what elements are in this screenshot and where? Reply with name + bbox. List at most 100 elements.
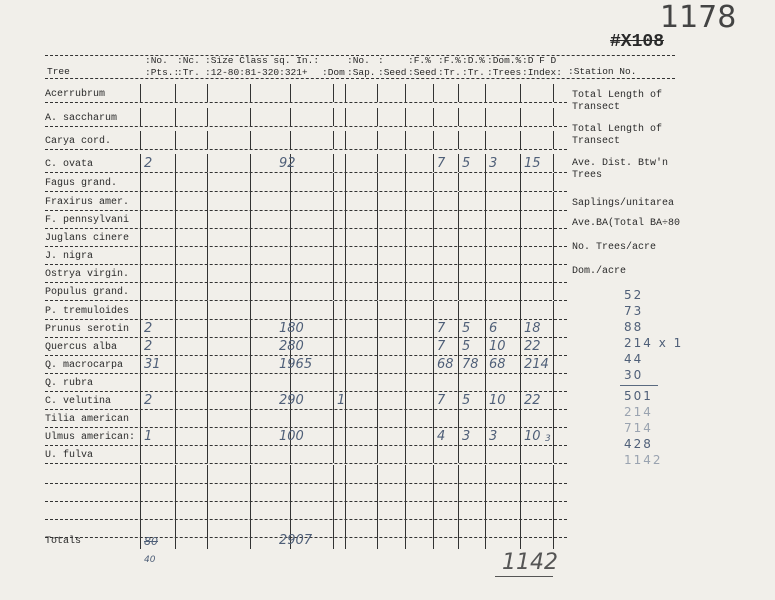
tree-species-label: C. velutina [45,396,112,407]
cell [207,192,251,210]
cell [433,531,459,549]
cell: 180 [279,319,334,337]
cell [333,373,346,391]
cell [433,501,459,519]
cell [333,84,346,102]
cell [405,465,434,483]
value-d-tr: 5 [462,321,471,336]
cell [405,210,434,228]
tree-species-label: Ostrya virgin. [45,269,130,280]
page-number-annotation: 1178 [660,0,737,35]
cell [553,246,568,264]
table-row: Juglans cinere [45,228,567,247]
cell [553,264,568,282]
cell [207,246,251,264]
cell: 10 [485,337,521,355]
cell [553,373,568,391]
cell [405,264,434,282]
column-header-7-line2: :Tr. [438,67,461,78]
cell [553,228,568,246]
cell [377,519,406,537]
cell [405,409,434,427]
cell [140,264,176,282]
cell [207,355,251,373]
cell: 22 [520,337,554,355]
cell [333,173,346,191]
cell [140,210,176,228]
cell [377,192,406,210]
cell [553,465,568,483]
cell [207,427,251,445]
value-size: 92 [279,156,296,171]
cell [377,373,406,391]
column-header-2-line2: :12-80:81-320:321+ [205,67,308,78]
cell [250,355,291,373]
tree-species-label: Fagus grand. [45,178,118,189]
cell [175,210,208,228]
value-extra: 3 [545,434,551,444]
cell [175,501,208,519]
cell: 2 [140,154,176,172]
cell [250,246,291,264]
cell: 1965 [279,355,334,373]
station-note: Total Length of Transect [572,90,663,113]
cell [175,173,208,191]
cell [140,131,176,149]
cell: 7 [433,319,459,337]
cell [333,483,346,501]
cell [345,228,378,246]
cell [405,445,434,463]
cell [345,131,378,149]
cell [175,282,208,300]
cell [250,131,291,149]
column-header-0-line1: :No. [145,55,168,66]
cell [250,501,291,519]
cell [553,445,568,463]
cell [520,483,554,501]
column-header-2-line1: :Size Class sq. In.: [205,55,320,66]
cell [485,173,521,191]
cell [553,519,568,537]
calc-line: 214 x 1 [624,336,684,350]
cell [377,154,406,172]
cell: 22 [520,391,554,409]
cell [140,373,176,391]
cell [250,154,291,172]
value-d-tr: 3 [462,429,471,444]
value-tr: 2 [144,393,153,408]
cell [175,319,208,337]
cell: 1 [333,391,346,409]
value-size: 1965 [279,357,313,372]
tree-species-label: Juglans cinere [45,233,130,244]
total-tr: 40 [144,555,156,565]
value-f-tr: 7 [437,156,446,171]
cell [485,531,521,549]
cell [290,282,334,300]
cell [485,228,521,246]
cell [175,192,208,210]
value-d-tr: 5 [462,339,471,354]
cell [333,465,346,483]
cell [345,391,378,409]
column-header-0-line2: :Pts.: [145,67,180,78]
column-header-5-line1: : [378,55,384,66]
cell [250,228,291,246]
cell [175,465,208,483]
cell [553,108,568,126]
cell [377,210,406,228]
value-index: 22 [524,339,541,354]
cell [140,108,176,126]
cell [175,445,208,463]
cell [345,173,378,191]
cell [290,465,334,483]
cell [433,131,459,149]
cell [405,319,434,337]
value-index: 22 [524,393,541,408]
total-tr-struck: 80 [144,535,158,548]
cell [290,210,334,228]
bottom-total-underline [495,576,553,577]
value-dom-trees: 68 [489,357,506,372]
column-header-6-line2: :Seed [408,67,437,78]
value-d-tr: 5 [462,156,471,171]
calc-line: 214 [624,405,653,419]
